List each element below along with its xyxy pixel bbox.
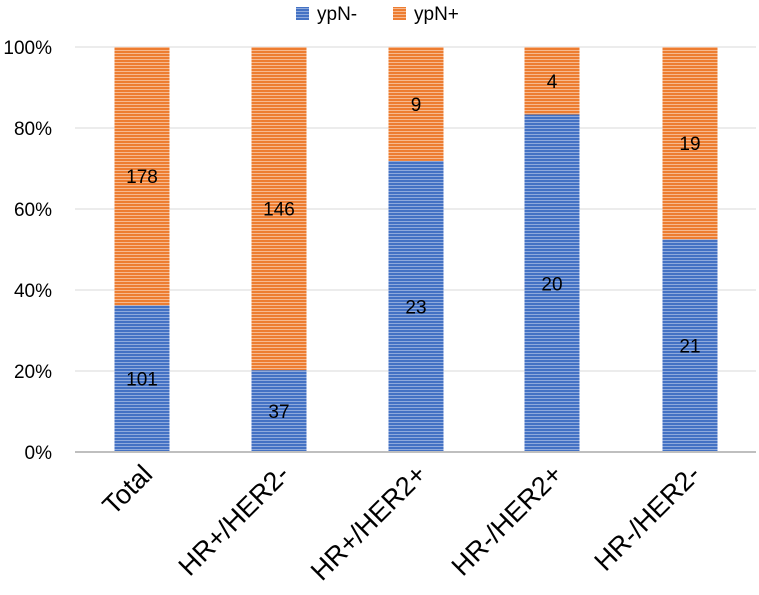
legend-swatch-ypn-pos bbox=[393, 7, 406, 20]
legend-label-ypn-neg: ypN- bbox=[317, 4, 357, 25]
data-label-ypn-neg: 101 bbox=[126, 370, 158, 391]
bar-segment-ypn-pos bbox=[524, 47, 580, 115]
bar-segment-ypn-neg bbox=[662, 239, 718, 452]
data-label-ypn-pos: 4 bbox=[547, 72, 558, 93]
y-tick-label: 100% bbox=[3, 38, 52, 59]
data-label-ypn-neg: 21 bbox=[679, 337, 700, 358]
bar-segment-ypn-pos bbox=[251, 47, 307, 371]
data-labels: 101 178 37 146 23 9 20 4 21 19 bbox=[126, 72, 700, 423]
y-tick-label: 80% bbox=[14, 119, 52, 140]
data-label-ypn-neg: 23 bbox=[405, 297, 426, 318]
legend: ypN- ypN+ bbox=[296, 4, 459, 25]
legend-swatch-ypn-neg bbox=[296, 7, 309, 20]
bar-segment-ypn-pos bbox=[388, 47, 444, 161]
y-tick-label: 0% bbox=[25, 443, 53, 464]
bar-segment-ypn-pos bbox=[114, 47, 170, 306]
y-tick-label: 20% bbox=[14, 362, 52, 383]
y-tick-label: 60% bbox=[14, 200, 52, 221]
x-axis-category-labels: Total HR+/HER2- HR+/HER2+ HR-/HER2+ HR-/HER2… bbox=[97, 459, 707, 586]
x-category-label: HR+/HER2+ bbox=[305, 459, 432, 586]
bar-segment-ypn-neg bbox=[251, 370, 307, 452]
data-label-ypn-pos: 178 bbox=[126, 167, 158, 188]
bar-segment-ypn-neg bbox=[524, 114, 580, 452]
bar-segment-ypn-neg bbox=[114, 305, 170, 452]
y-tick-label: 40% bbox=[14, 281, 52, 302]
x-category-label: HR+/HER2- bbox=[173, 459, 296, 582]
data-label-ypn-neg: 37 bbox=[268, 402, 289, 423]
x-category-label: HR-/HER2- bbox=[588, 459, 706, 577]
bars bbox=[114, 47, 718, 452]
data-label-ypn-neg: 20 bbox=[541, 274, 562, 295]
data-label-ypn-pos: 19 bbox=[679, 134, 700, 155]
data-label-ypn-pos: 9 bbox=[411, 95, 422, 116]
x-category-label: HR-/HER2+ bbox=[446, 459, 569, 582]
legend-label-ypn-pos: ypN+ bbox=[414, 4, 459, 25]
data-label-ypn-pos: 146 bbox=[263, 200, 295, 221]
bar-segment-ypn-pos bbox=[662, 47, 718, 240]
x-category-label: Total bbox=[97, 459, 159, 521]
y-axis-tick-labels: 0% 20% 40% 60% 80% 100% bbox=[3, 38, 52, 464]
bar-segment-ypn-neg bbox=[388, 160, 444, 452]
